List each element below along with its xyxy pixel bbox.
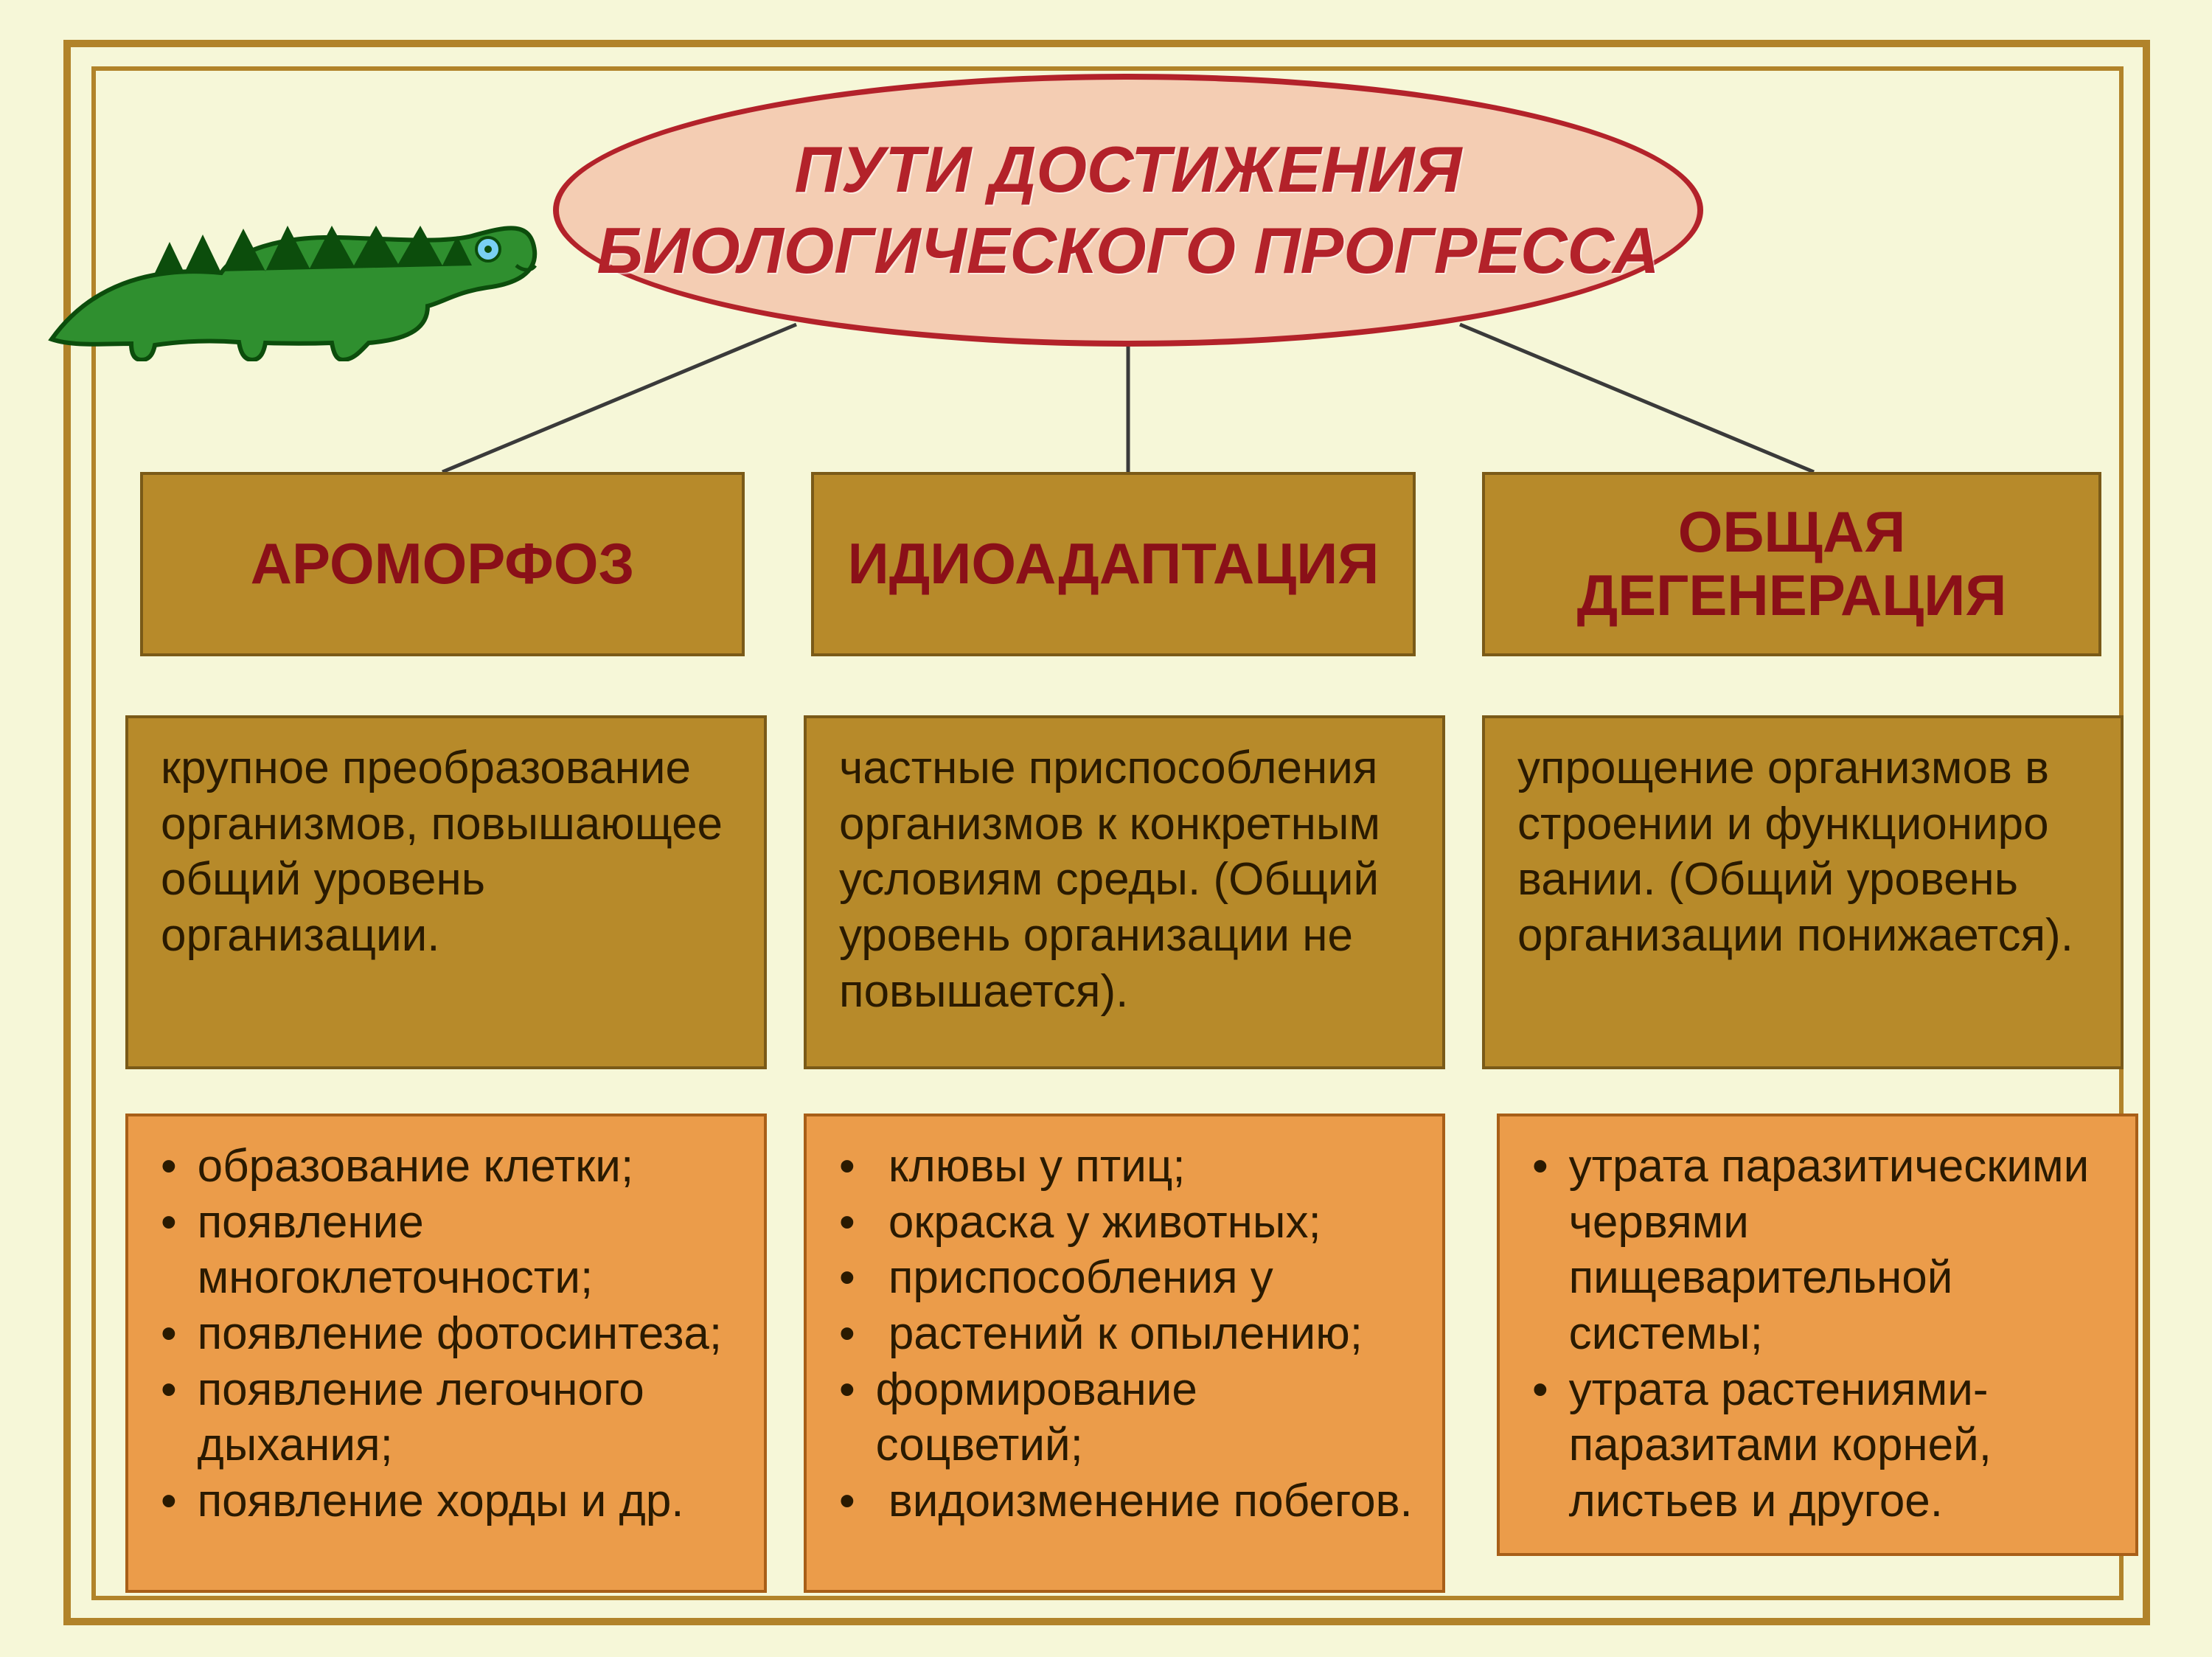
example-item: окраска у животных; (839, 1195, 1416, 1251)
definition-aromorphosis: крупное преобразование организмов, повыш… (125, 715, 767, 1069)
examples-idioadaptation: клювы у птиц; окраска у животных; приспо… (804, 1114, 1445, 1593)
examples-list: образование клетки;появление многоклеточ… (161, 1139, 737, 1529)
example-item: приспособления у (839, 1250, 1416, 1306)
example-item: утрата растениями-паразитами корней, лис… (1532, 1362, 2109, 1529)
heading-degeneration: ОБЩАЯ ДЕГЕНЕРАЦИЯ (1482, 472, 2101, 656)
heading-aromorphosis: АРОМОРФОЗ (140, 472, 745, 656)
heading-label: ИДИОАДАПТАЦИЯ (848, 532, 1380, 596)
heading-idioadaptation: ИДИОАДАПТАЦИЯ (811, 472, 1416, 656)
examples-aromorphosis: образование клетки;появление многоклеточ… (125, 1114, 767, 1593)
example-item: образование клетки; (161, 1139, 737, 1195)
title-oval: ПУТИ ДОСТИЖЕНИЯ БИОЛОГИЧЕСКОГО ПРОГРЕССА (553, 74, 1703, 347)
title-line-2: БИОЛОГИЧЕСКОГО ПРОГРЕССА (597, 210, 1659, 291)
title-line-1: ПУТИ ДОСТИЖЕНИЯ (795, 129, 1462, 210)
examples-degeneration: утрата паразитическими червями пищеварит… (1497, 1114, 2138, 1556)
example-item: клювы у птиц; (839, 1139, 1416, 1195)
examples-list: клювы у птиц; окраска у животных; приспо… (839, 1139, 1416, 1529)
definition-degeneration: упрощение организмов в строении и функци… (1482, 715, 2124, 1069)
examples-list: утрата паразитическими червями пищеварит… (1532, 1139, 2109, 1529)
example-item: появление фотосинтеза; (161, 1306, 737, 1362)
heading-label: ОБЩАЯ ДЕГЕНЕРАЦИЯ (1500, 501, 2084, 628)
example-item: видоизменение побегов. (839, 1473, 1416, 1529)
example-item: появление легочного дыхания; (161, 1362, 737, 1473)
definition-idioadaptation: частные приспособления организмов к конк… (804, 715, 1445, 1069)
definition-text: частные приспособления организмов к конк… (839, 743, 1380, 1017)
example-item: утрата паразитическими червями пищеварит… (1532, 1139, 2109, 1362)
example-item: появление хорды и др. (161, 1473, 737, 1529)
heading-label: АРОМОРФОЗ (251, 532, 635, 596)
definition-text: крупное преобразование организмов, повыш… (161, 743, 723, 961)
iguana-icon (44, 155, 546, 361)
example-item: появление многоклеточности; (161, 1195, 737, 1306)
example-item: формирование соцветий; (839, 1362, 1416, 1473)
definition-text: упрощение организмов в строении и функци… (1517, 743, 2073, 961)
example-item: растений к опылению; (839, 1306, 1416, 1362)
